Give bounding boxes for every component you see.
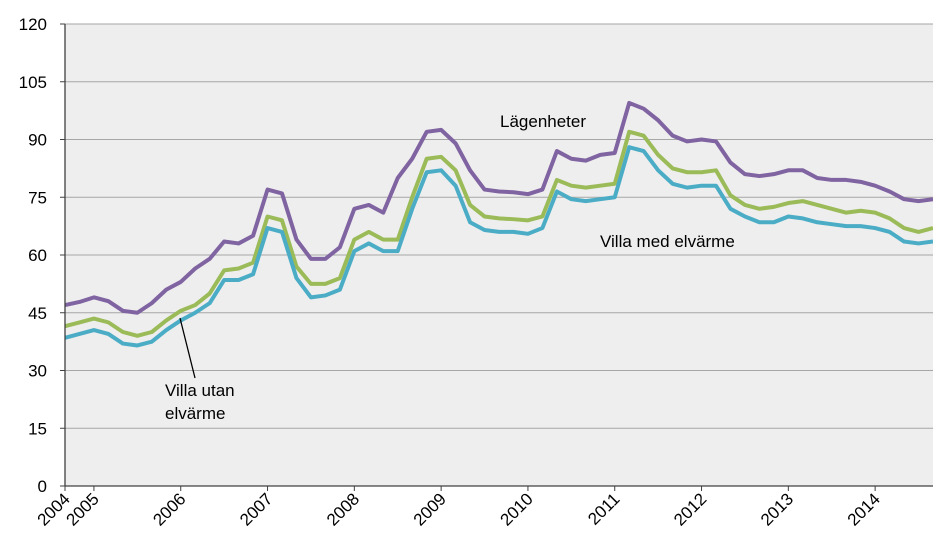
pointer-line [179, 317, 196, 379]
series-line [64, 129, 933, 338]
x-tick-label: 2008 [323, 489, 363, 529]
x-tick-label: 2005 [63, 489, 103, 529]
x-tick-label: 2010 [497, 489, 537, 529]
y-tick-label: 75 [28, 188, 47, 207]
y-tick-label: 15 [28, 419, 47, 438]
x-tick-label: 2007 [236, 489, 276, 529]
series-line [64, 100, 933, 315]
series-label: Lägenheter [500, 112, 587, 131]
x-tick-label: 2009 [410, 489, 450, 529]
x-tick-label: 2011 [584, 489, 623, 528]
series-label: Villa med elvärme [600, 232, 735, 251]
x-tick-label: 2012 [670, 489, 710, 529]
y-tick-label: 105 [19, 73, 47, 92]
series-label: Villa utan elvärme [165, 381, 235, 423]
y-tick-label: 120 [19, 15, 47, 34]
x-tick-label: 2014 [844, 489, 884, 529]
y-tick-label: 0 [38, 477, 47, 496]
x-tick-label: 2013 [757, 489, 797, 529]
y-tick-label: 60 [28, 246, 47, 265]
y-tick-label: 90 [28, 131, 47, 150]
y-tick-label: 45 [28, 304, 47, 323]
y-tick-label: 30 [28, 362, 47, 381]
series-line [64, 145, 933, 348]
x-tick-label: 2006 [149, 489, 189, 529]
